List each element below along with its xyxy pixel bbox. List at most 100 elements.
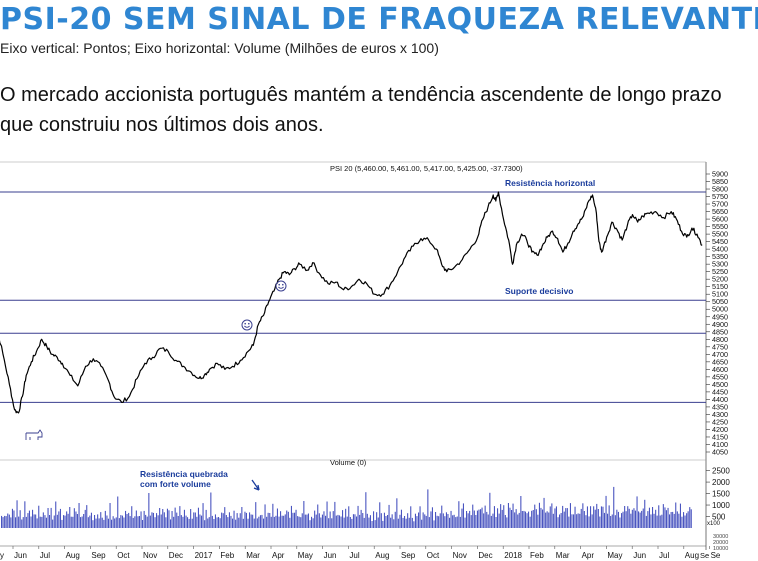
volume-bar <box>404 516 406 528</box>
volume-bar <box>238 517 240 528</box>
volume-bar <box>125 510 127 528</box>
volume-bar <box>103 519 105 528</box>
volume-bar <box>560 513 562 528</box>
volume-bar <box>292 512 294 528</box>
volume-bar <box>208 517 210 528</box>
volume-bar <box>524 511 526 528</box>
volume-bar <box>297 516 299 528</box>
volume-bar <box>320 517 322 528</box>
volume-bar <box>356 516 358 528</box>
volume-bar <box>397 518 399 528</box>
price-tick-label: 5050 <box>712 297 728 306</box>
volume-bar <box>450 510 452 528</box>
volume-bar <box>114 518 116 528</box>
volume-bar <box>636 496 638 528</box>
volume-bar <box>253 518 255 528</box>
volume-bar <box>159 508 161 528</box>
volume-bar <box>390 517 392 528</box>
volume-bar <box>45 517 47 528</box>
volume-bar <box>602 506 604 528</box>
volume-bar <box>290 505 292 528</box>
volume-bar <box>4 515 6 528</box>
price-tick-label: 4950 <box>712 312 728 321</box>
volume-bar <box>349 517 351 528</box>
volume-bar <box>168 510 170 528</box>
volume-bar <box>569 503 571 528</box>
x-tick-label: Dec <box>169 551 183 560</box>
volume-bar <box>568 516 570 528</box>
volume-bar <box>645 515 647 528</box>
axis-caption: Eixo vertical: Pontos; Eixo horizontal: … <box>0 40 439 56</box>
volume-bar <box>311 516 313 528</box>
volume-bar <box>373 511 375 528</box>
volume-bar <box>642 508 644 528</box>
volume-bar <box>442 513 444 528</box>
price-tick-label: 5400 <box>712 245 728 254</box>
volume-bar <box>565 508 567 528</box>
volume-bar <box>283 515 285 528</box>
volume-bar <box>165 517 167 528</box>
volume-bar <box>634 510 636 528</box>
volume-bar <box>458 501 460 528</box>
x-tick-label: Jun <box>14 551 27 560</box>
volume-bar <box>55 501 57 528</box>
volume-bar <box>97 514 99 528</box>
volume-bar <box>87 517 89 528</box>
volume-bar <box>583 511 585 528</box>
volume-bar <box>647 511 649 528</box>
volume-bar <box>332 511 334 528</box>
volume-bar <box>650 514 652 528</box>
volume-extra-tick-label: 10000 <box>713 546 728 552</box>
volume-bar <box>90 512 92 528</box>
volume-bar <box>512 503 514 528</box>
volume-bar <box>546 511 548 528</box>
volume-bar <box>325 515 327 528</box>
volume-bar <box>540 507 542 528</box>
volume-bar <box>478 509 480 528</box>
volume-bar <box>154 517 156 528</box>
price-tick-label: 4100 <box>712 440 728 449</box>
volume-bar <box>599 516 601 528</box>
price-tick-label: 5350 <box>712 252 728 261</box>
volume-bar <box>244 511 246 528</box>
volume-bar <box>148 493 150 528</box>
volume-bar <box>185 515 187 528</box>
volume-bar <box>317 504 319 528</box>
price-tick-label: 5850 <box>712 177 728 186</box>
volume-bar <box>475 515 477 528</box>
volume-bar <box>221 512 223 528</box>
volume-bar <box>52 519 54 528</box>
volume-bar <box>631 509 633 528</box>
volume-bar <box>447 514 449 528</box>
volume-bar <box>335 515 337 528</box>
volume-bar <box>396 498 398 528</box>
volume-bar <box>301 513 303 528</box>
volume-bar <box>134 516 136 528</box>
volume-bar <box>143 510 145 528</box>
volume-bar <box>115 517 117 528</box>
volume-bar <box>76 514 78 528</box>
volume-bar <box>267 512 269 528</box>
volume-bar <box>365 492 367 528</box>
volume-bar <box>359 514 361 528</box>
volume-bar <box>92 520 94 528</box>
volume-bar <box>63 515 65 528</box>
volume-bar <box>357 505 359 528</box>
volume-bar <box>204 520 206 528</box>
x-tick-label: Mar <box>246 551 260 560</box>
volume-bar <box>520 496 522 528</box>
volume-bar <box>563 511 565 528</box>
volume-bar <box>407 513 409 528</box>
volume-bar <box>7 513 9 528</box>
volume-bar <box>383 512 385 528</box>
volume-bar <box>594 509 596 528</box>
volume-bar <box>314 510 316 528</box>
volume-bar <box>511 510 513 528</box>
volume-bar <box>658 505 660 528</box>
volume-bar <box>532 510 534 528</box>
volume-bar <box>472 504 474 528</box>
volume-bar <box>323 511 325 528</box>
x-tick-label: 2018 <box>504 551 522 560</box>
volume-bar <box>408 517 410 528</box>
lead-line-2: que construiu nos últimos dois anos. <box>0 114 324 136</box>
